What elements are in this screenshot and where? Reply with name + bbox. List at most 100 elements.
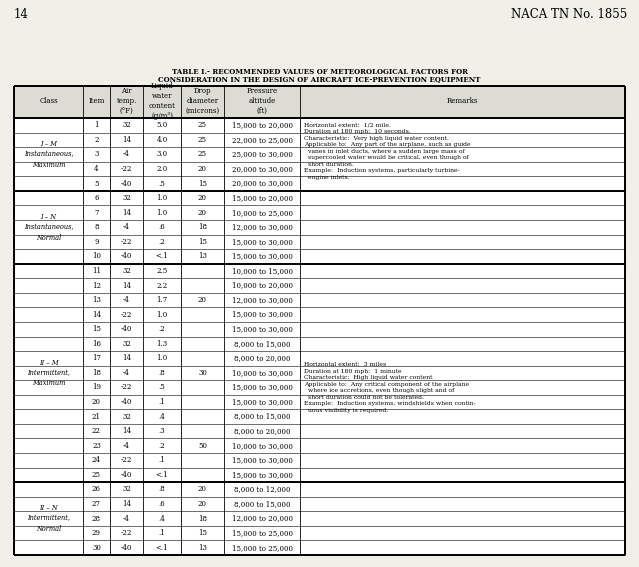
Text: Item: Item <box>88 97 105 105</box>
Text: .3: .3 <box>158 427 166 435</box>
Text: Liquid
water
content
(g/m³): Liquid water content (g/m³) <box>148 82 176 120</box>
Text: 20: 20 <box>92 398 101 406</box>
Text: 8,000 to 15,000: 8,000 to 15,000 <box>234 413 290 421</box>
Text: 4: 4 <box>94 165 99 173</box>
Text: 20,000 to 30,000: 20,000 to 30,000 <box>231 180 293 188</box>
Text: 28: 28 <box>92 515 101 523</box>
Text: 10,000 to 20,000: 10,000 to 20,000 <box>231 282 293 290</box>
Text: 12,000 to 20,000: 12,000 to 20,000 <box>231 515 293 523</box>
Text: -22: -22 <box>121 383 132 391</box>
Text: -4: -4 <box>123 223 130 231</box>
Text: 25: 25 <box>198 136 207 144</box>
Text: 16: 16 <box>92 340 101 348</box>
Text: 2.0: 2.0 <box>157 165 167 173</box>
Text: 1.7: 1.7 <box>157 296 167 304</box>
Text: 25: 25 <box>198 150 207 158</box>
Text: I – N
Instantaneous,
Normal: I – N Instantaneous, Normal <box>24 213 73 242</box>
Text: .2: .2 <box>158 442 166 450</box>
Text: 5: 5 <box>94 180 99 188</box>
Text: -40: -40 <box>121 252 132 260</box>
Text: 13: 13 <box>92 296 101 304</box>
Text: II – N
Intermittent,
Normal: II – N Intermittent, Normal <box>27 504 70 533</box>
Text: 15,000 to 20,000: 15,000 to 20,000 <box>231 121 293 129</box>
Text: -22: -22 <box>121 529 132 537</box>
Text: 20: 20 <box>198 165 207 173</box>
Text: 27: 27 <box>92 500 101 508</box>
Text: -40: -40 <box>121 471 132 479</box>
Text: -4: -4 <box>123 296 130 304</box>
Text: .4: .4 <box>158 413 166 421</box>
Text: 6: 6 <box>94 194 99 202</box>
Text: -40: -40 <box>121 398 132 406</box>
Text: .5: .5 <box>158 180 166 188</box>
Text: 17: 17 <box>92 354 101 362</box>
Text: -4: -4 <box>123 515 130 523</box>
Text: II – M
Intermittent,
Maximum: II – M Intermittent, Maximum <box>27 358 70 387</box>
Text: 2.2: 2.2 <box>157 282 167 290</box>
Text: 32: 32 <box>122 194 131 202</box>
Text: 20,000 to 30,000: 20,000 to 30,000 <box>231 165 293 173</box>
Text: 4.0: 4.0 <box>157 136 167 144</box>
Text: 20: 20 <box>198 296 207 304</box>
Text: TABLE I.- RECOMMENDED VALUES OF METEOROLOGICAL FACTORS FOR: TABLE I.- RECOMMENDED VALUES OF METEOROL… <box>171 68 468 76</box>
Text: 15,000 to 25,000: 15,000 to 25,000 <box>231 544 293 552</box>
Text: 10,000 to 15,000: 10,000 to 15,000 <box>231 267 293 275</box>
Text: 10,000 to 25,000: 10,000 to 25,000 <box>231 209 293 217</box>
Text: 2: 2 <box>94 136 99 144</box>
Text: 25,000 to 30,000: 25,000 to 30,000 <box>231 150 293 158</box>
Text: 12,000 to 30,000: 12,000 to 30,000 <box>231 296 293 304</box>
Text: Pressure
altitude
(ft): Pressure altitude (ft) <box>247 87 277 115</box>
Text: Horizontal extent:  3 miles
Duration at 180 mph:  1 minute
Characteristic:  High: Horizontal extent: 3 miles Duration at 1… <box>304 362 476 413</box>
Text: 50: 50 <box>198 442 207 450</box>
Text: 15: 15 <box>198 529 207 537</box>
Text: 15,000 to 30,000: 15,000 to 30,000 <box>231 383 293 391</box>
Text: 32: 32 <box>122 267 131 275</box>
Text: -22: -22 <box>121 165 132 173</box>
Text: 15,000 to 30,000: 15,000 to 30,000 <box>231 325 293 333</box>
Text: 25: 25 <box>198 121 207 129</box>
Text: 22: 22 <box>92 427 101 435</box>
Text: .1: .1 <box>158 398 166 406</box>
Text: 14: 14 <box>122 500 131 508</box>
Text: 3.0: 3.0 <box>157 150 167 158</box>
Text: .2: .2 <box>158 325 166 333</box>
Text: 15,000 to 30,000: 15,000 to 30,000 <box>231 252 293 260</box>
Text: 9: 9 <box>94 238 99 246</box>
Text: 1.3: 1.3 <box>157 340 167 348</box>
Text: 20: 20 <box>198 209 207 217</box>
Text: 32: 32 <box>122 121 131 129</box>
Text: 11: 11 <box>92 267 101 275</box>
Text: 18: 18 <box>198 515 207 523</box>
Text: Air
temp.
(°F): Air temp. (°F) <box>116 87 137 115</box>
Text: 1.0: 1.0 <box>157 354 167 362</box>
Text: 18: 18 <box>92 369 101 377</box>
Text: 10: 10 <box>92 252 101 260</box>
Text: 2.5: 2.5 <box>157 267 167 275</box>
Text: 14: 14 <box>92 311 101 319</box>
Text: -22: -22 <box>121 238 132 246</box>
Text: <.1: <.1 <box>156 471 168 479</box>
Text: 14: 14 <box>122 136 131 144</box>
Text: 13: 13 <box>198 252 207 260</box>
Text: -4: -4 <box>123 369 130 377</box>
Text: 8,000 to 20,000: 8,000 to 20,000 <box>234 354 290 362</box>
Text: 14: 14 <box>122 354 131 362</box>
Text: 3: 3 <box>95 150 98 158</box>
Text: 15,000 to 30,000: 15,000 to 30,000 <box>231 238 293 246</box>
Text: -4: -4 <box>123 150 130 158</box>
Text: 15: 15 <box>198 238 207 246</box>
Text: 14: 14 <box>14 8 29 21</box>
Bar <box>14 86 625 555</box>
Text: 30: 30 <box>92 544 101 552</box>
Text: 14: 14 <box>122 427 131 435</box>
Text: -4: -4 <box>123 442 130 450</box>
Bar <box>14 86 625 118</box>
Text: Class: Class <box>39 97 58 105</box>
Text: 26: 26 <box>92 485 101 493</box>
Text: 1.0: 1.0 <box>157 209 167 217</box>
Text: 1: 1 <box>94 121 99 129</box>
Text: 13: 13 <box>198 544 207 552</box>
Text: 12,000 to 30,000: 12,000 to 30,000 <box>231 223 293 231</box>
Text: -40: -40 <box>121 325 132 333</box>
Text: Remarks: Remarks <box>447 97 478 105</box>
